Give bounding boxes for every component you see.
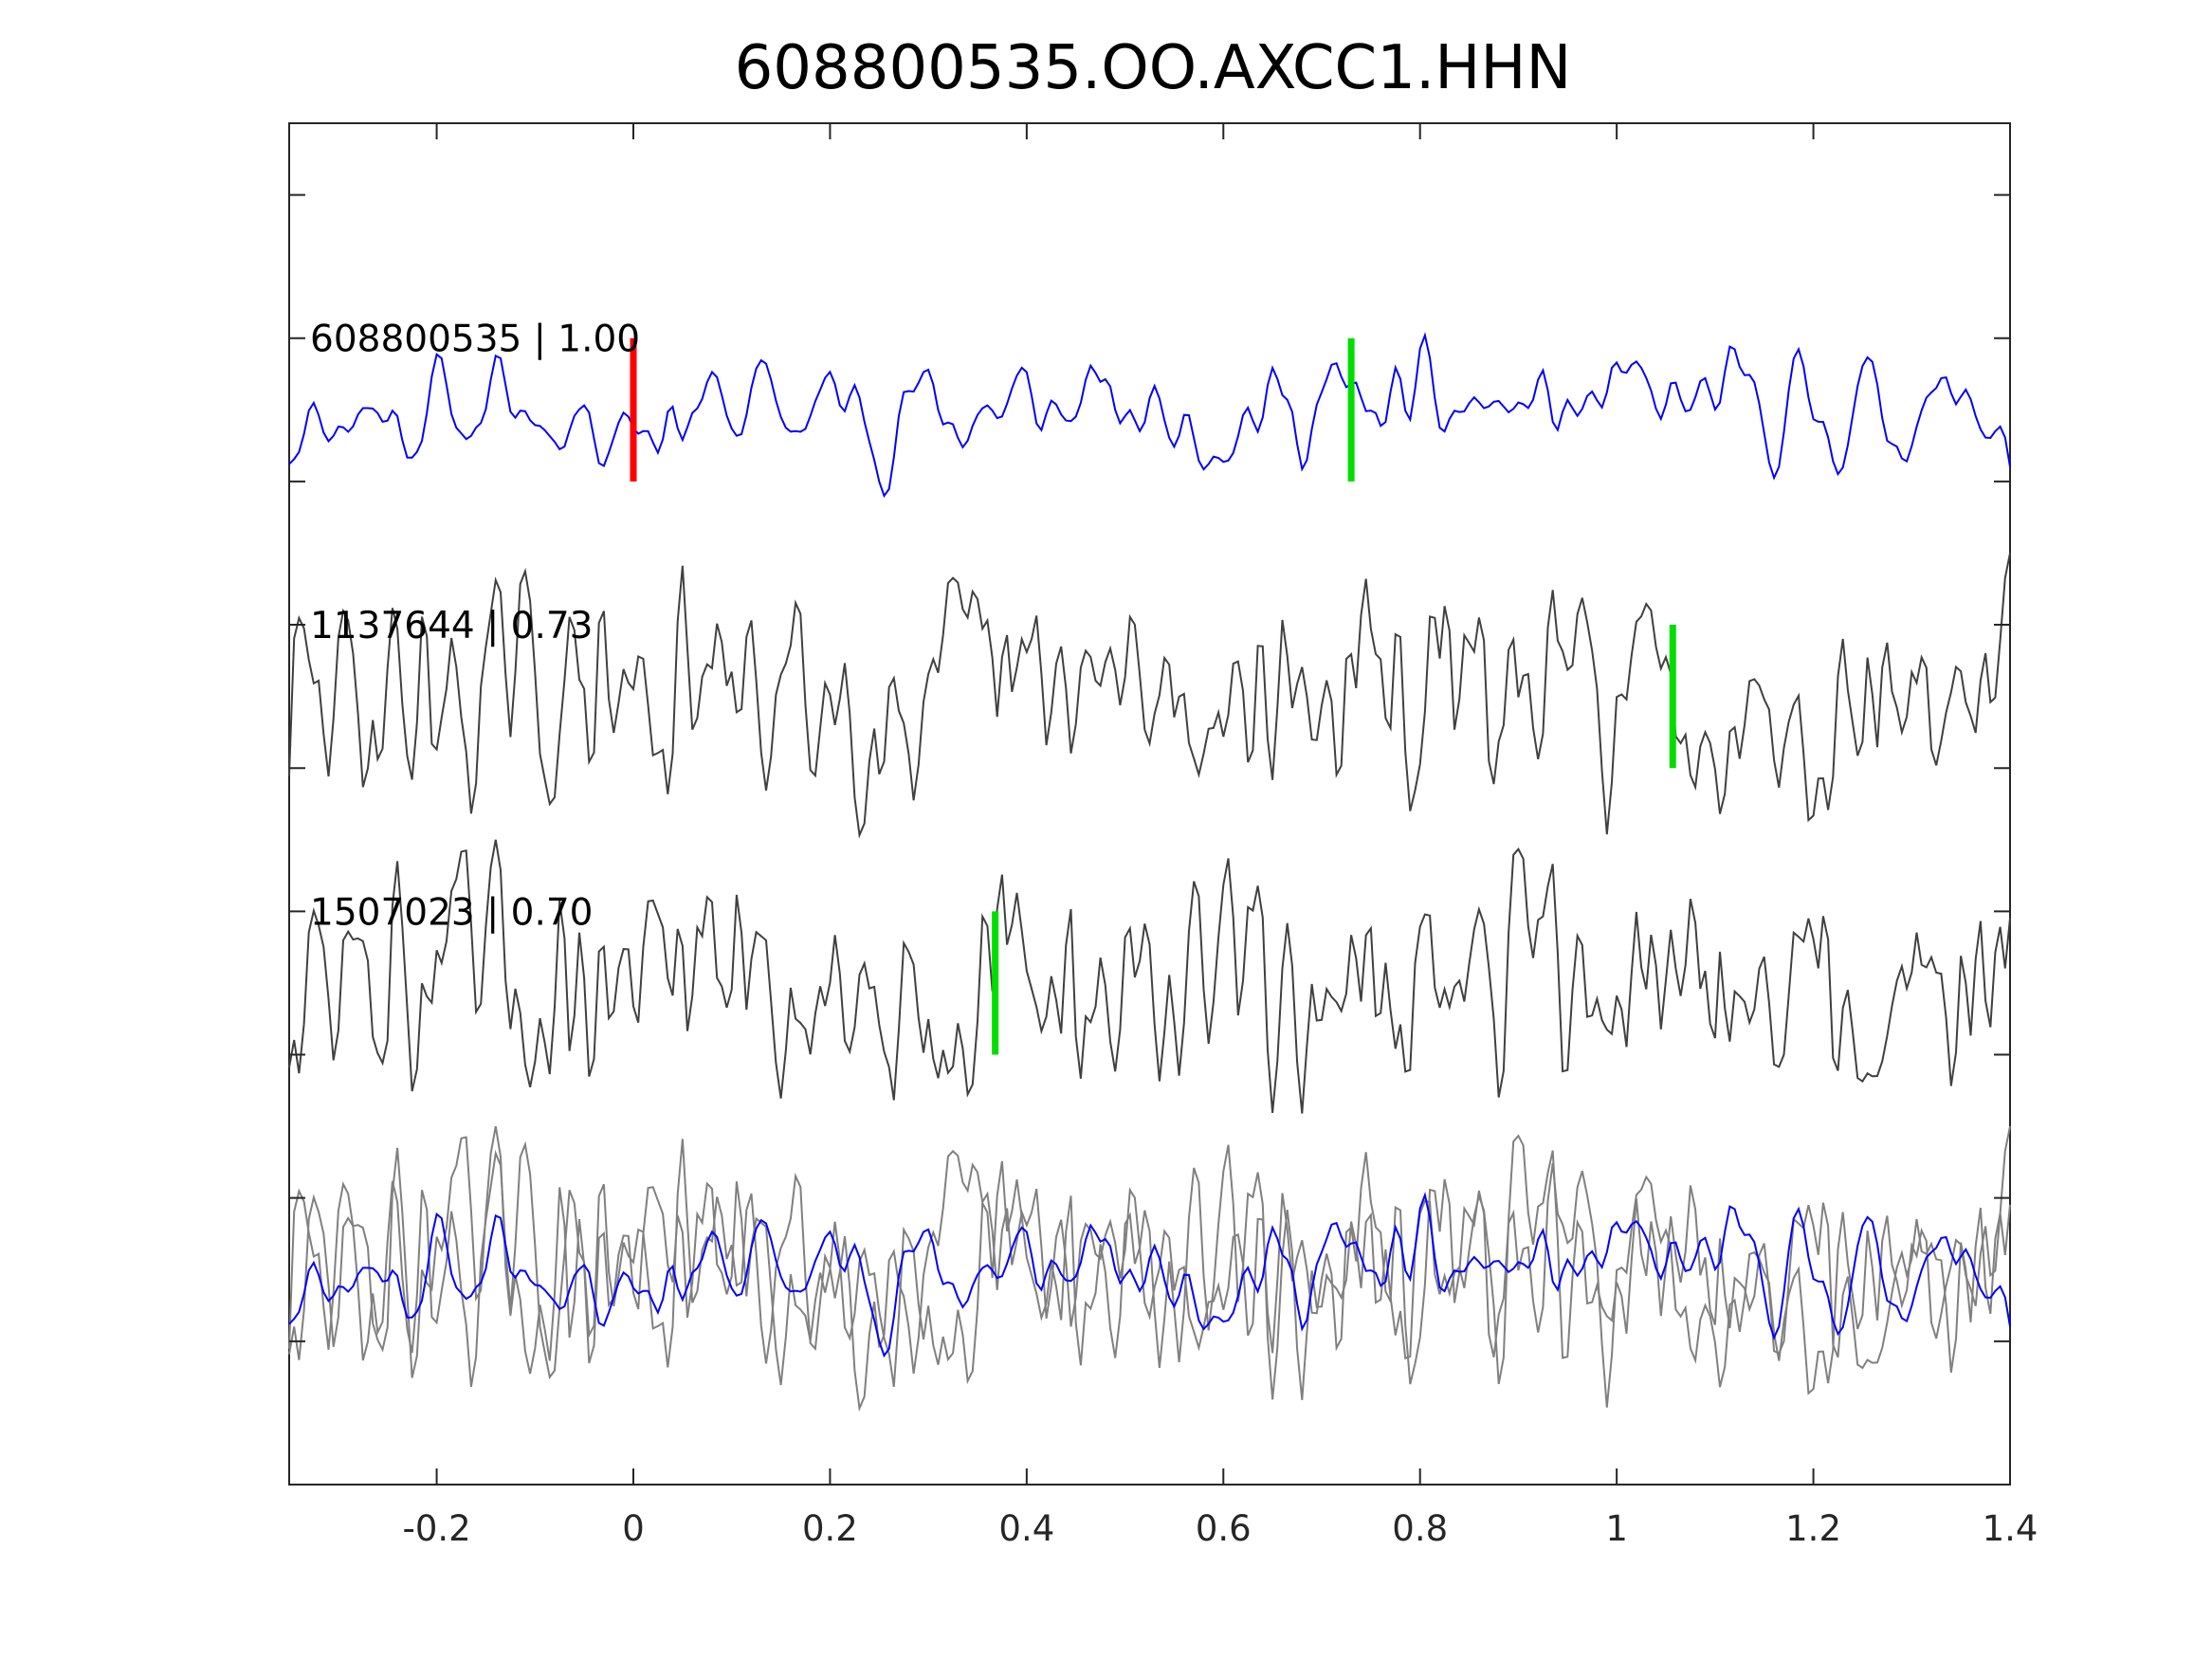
plot-frame	[288, 122, 2011, 1486]
x-tick-label-5: 0.8	[1392, 1508, 1448, 1549]
x-tick-label-2: 0.2	[802, 1508, 858, 1549]
picks-layer	[630, 337, 1676, 1055]
trace-line-3	[288, 839, 2011, 1114]
overlay-trace-2	[288, 1125, 2011, 1413]
chart-title: 608800535.OO.AXCC1.HHN	[735, 33, 1572, 103]
x-tick-label-1: 0	[622, 1508, 645, 1549]
overlay-trace-3	[288, 1125, 2011, 1400]
x-tick-label-8: 1.4	[1983, 1508, 2038, 1549]
trace-label-2: 1137644 | 0.73	[310, 605, 593, 647]
trace-line-1	[288, 332, 2011, 499]
trace-label-3: 1507023 | 0.70	[310, 891, 593, 934]
x-tick-label-6: 1	[1605, 1508, 1628, 1549]
x-tick-label-3: 0.4	[998, 1508, 1054, 1549]
overlay-trace-1	[288, 1192, 2011, 1358]
trace-line-2	[288, 553, 2011, 839]
trace-label-1: 608800535 | 1.00	[310, 319, 640, 361]
x-tick-label-0: -0.2	[402, 1508, 470, 1549]
ticks-layer: -0.2 0 0.2 0.4 0.6 0.8 1 1.2 1.4	[289, 123, 2038, 1549]
trace-labels-layer: 608800535 | 1.00 1137644 | 0.73 1507023 | …	[310, 319, 640, 935]
x-tick-label-4: 0.6	[1196, 1508, 1252, 1549]
traces-layer	[288, 332, 2011, 1413]
x-tick-label-7: 1.2	[1785, 1508, 1841, 1549]
